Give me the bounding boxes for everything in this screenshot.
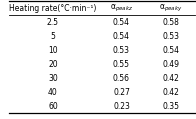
Text: 0.58: 0.58: [162, 18, 179, 27]
Text: 0.42: 0.42: [162, 74, 179, 83]
Text: 0.56: 0.56: [113, 74, 130, 83]
Text: 10: 10: [48, 46, 58, 55]
Text: 0.53: 0.53: [113, 46, 130, 55]
Text: 0.53: 0.53: [162, 32, 179, 41]
Text: 0.42: 0.42: [162, 88, 179, 97]
Text: 0.55: 0.55: [113, 60, 130, 69]
Text: 0.54: 0.54: [113, 18, 130, 27]
Text: 0.27: 0.27: [113, 88, 130, 97]
Text: 60: 60: [48, 102, 58, 111]
Text: 2.5: 2.5: [47, 18, 59, 27]
Text: 0.23: 0.23: [113, 102, 130, 111]
Text: 5: 5: [51, 32, 55, 41]
Text: 0.49: 0.49: [162, 60, 179, 69]
Text: 40: 40: [48, 88, 58, 97]
Text: 30: 30: [48, 74, 58, 83]
Text: α$_{peakz}$: α$_{peakz}$: [110, 3, 133, 14]
Text: 0.54: 0.54: [162, 46, 179, 55]
Text: 0.35: 0.35: [162, 102, 179, 111]
Text: 0.54: 0.54: [113, 32, 130, 41]
Text: α$_{peaky}$: α$_{peaky}$: [159, 3, 182, 14]
Text: 20: 20: [48, 60, 58, 69]
Text: Heating rate(°C·min⁻¹): Heating rate(°C·min⁻¹): [9, 4, 97, 13]
